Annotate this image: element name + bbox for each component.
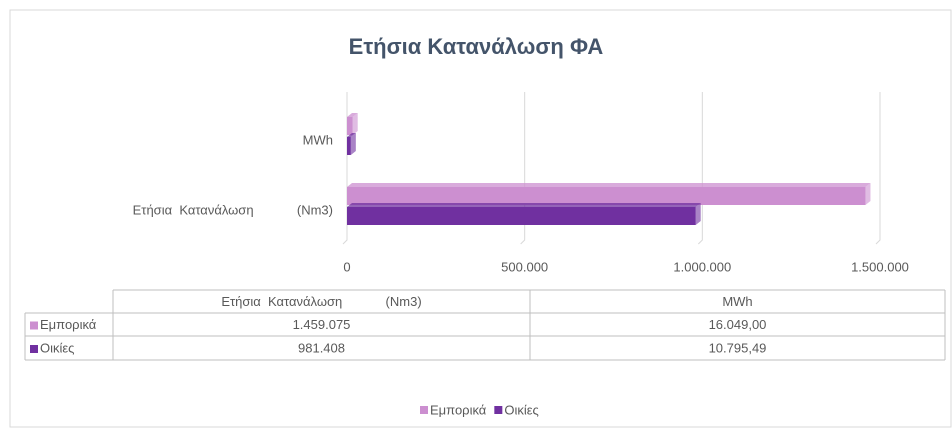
- bar-top: [347, 183, 871, 187]
- bar-side: [350, 133, 356, 155]
- grid-line: [520, 92, 526, 245]
- legend-swatch: [420, 406, 428, 414]
- table-cell: 1.459.075: [293, 317, 351, 332]
- table-cell: 10.795,49: [709, 340, 767, 355]
- bar-side: [865, 183, 871, 205]
- x-tick-label: 1.000.000: [673, 259, 731, 274]
- bar-side: [695, 203, 701, 225]
- x-tick-label: 500.000: [501, 259, 548, 274]
- bar-side: [352, 113, 358, 135]
- x-tick-label: 0: [343, 259, 350, 274]
- table-header: MWh: [722, 294, 752, 309]
- table-cell: 981.408: [298, 340, 345, 355]
- bar-top: [347, 133, 356, 137]
- bar-top: [347, 203, 701, 207]
- grid-line: [697, 92, 703, 245]
- legend-label: Εμπορικά: [430, 402, 487, 417]
- table-row-header: Εμπορικά: [40, 317, 97, 332]
- y-tick-label: Ετήσια Κατανάλωση (Nm3): [133, 202, 333, 217]
- table-row-header: Οικίες: [40, 340, 74, 355]
- chart-title: Ετήσια Κατανάλωση ΦΑ: [349, 34, 604, 59]
- x-tick-label: 1.500.000: [851, 259, 909, 274]
- bar: [347, 187, 866, 205]
- bar-top: [347, 113, 358, 117]
- legend-swatch: [494, 406, 503, 414]
- table-cell: 16.049,00: [709, 317, 767, 332]
- bar: [347, 207, 696, 225]
- bar: [347, 117, 353, 135]
- y-tick-label: MWh: [303, 132, 333, 147]
- legend-swatch: [30, 345, 38, 353]
- grid-line: [875, 92, 881, 245]
- legend-label: Οικίες: [504, 402, 538, 417]
- legend-swatch: [30, 321, 38, 330]
- table-header: Ετήσια Κατανάλωση (Nm3): [221, 294, 421, 309]
- bar: [347, 137, 351, 155]
